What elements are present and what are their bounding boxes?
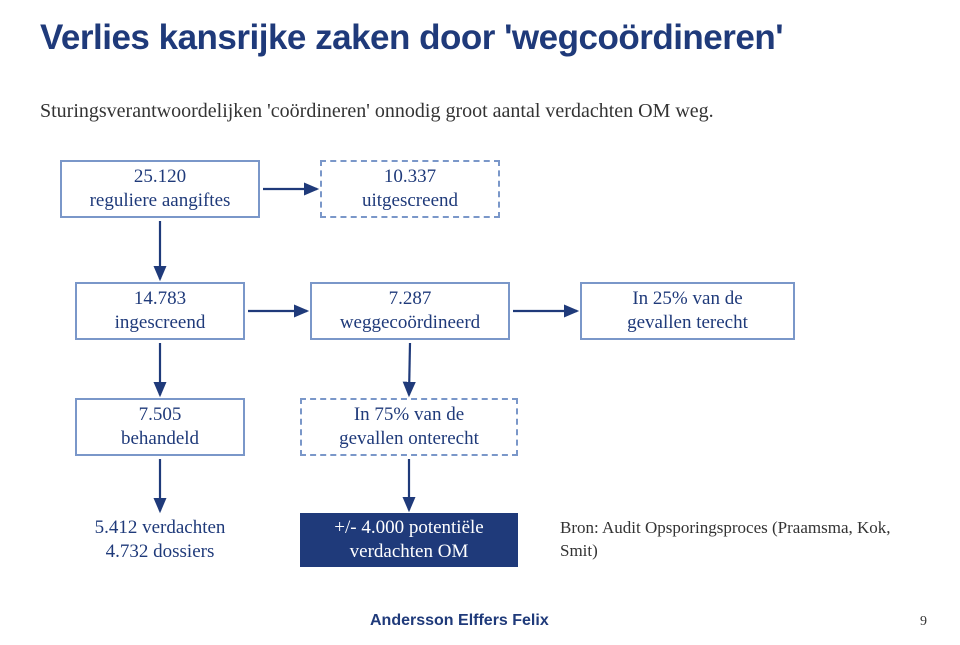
page-title: Verlies kansrijke zaken door 'wegcoördin… [40,18,920,58]
box-line2: uitgescreend [362,189,458,213]
box-line1: 10.337 [384,165,436,189]
box-75pct-onterecht: In 75% van de gevallen onterecht [300,398,518,456]
footer-brand: Andersson Elffers Felix [370,612,549,630]
box-line1: 14.783 [134,287,186,311]
box-uitgescreend: 10.337 uitgescreend [320,160,500,218]
box-line2: behandeld [121,427,199,451]
source-citation: Bron: Audit Opsporingsproces (Praamsma, … [560,517,900,563]
box-verdachten-dossiers: 5.412 verdachten 4.732 dossiers [52,514,268,566]
box-weggecoordineerd: 7.287 weggecoördineerd [310,282,510,340]
box-line1: 25.120 [134,165,186,189]
box-line1: In 25% van de [632,287,742,311]
box-line2: gevallen onterecht [339,427,479,451]
box-line2: ingescreend [115,311,206,335]
box-reguliere-aangiftes: 25.120 reguliere aangiftes [60,160,260,218]
box-ingescreend: 14.783 ingescreend [75,282,245,340]
box-line1: In 75% van de [354,403,464,427]
box-line1: 5.412 verdachten [95,516,226,540]
page-number: 9 [920,614,927,630]
subtitle: Sturingsverantwoordelijken 'coördineren'… [40,100,920,123]
box-potentiele-verdachten: +/- 4.000 potentiële verdachten OM [300,513,518,567]
box-25pct-terecht: In 25% van de gevallen terecht [580,282,795,340]
box-line2: weggecoördineerd [340,311,480,335]
box-behandeld: 7.505 behandeld [75,398,245,456]
box-line2: 4.732 dossiers [106,540,215,564]
box-line1: 7.505 [139,403,182,427]
box-line2: verdachten OM [350,540,469,564]
source-text: Bron: Audit Opsporingsproces (Praamsma, … [560,517,900,563]
box-line2: gevallen terecht [627,311,748,335]
box-line2: reguliere aangiftes [90,189,231,213]
box-line1: 7.287 [389,287,432,311]
box-line1: +/- 4.000 potentiële [334,516,484,540]
